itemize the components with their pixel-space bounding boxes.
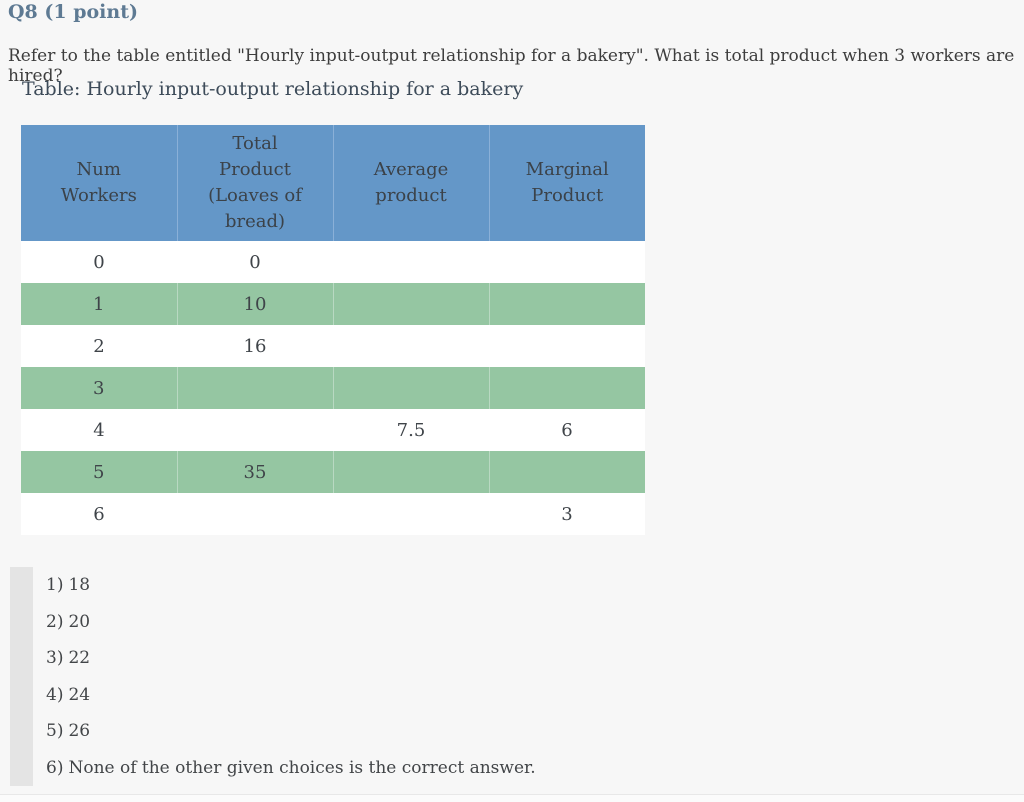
choice-number: 3) <box>46 648 64 668</box>
choice-number: 2) <box>46 611 64 632</box>
answer-choice-4[interactable]: 4) 24 <box>46 677 1024 714</box>
cell-total-product <box>177 493 333 535</box>
choice-text: 24 <box>68 684 91 705</box>
cell-total-product <box>177 409 333 451</box>
cell-workers: 4 <box>21 409 177 451</box>
cell-average-product <box>332 283 489 325</box>
choice-text: 22 <box>68 648 91 668</box>
column-header-total-product: Total Product (Loaves of bread) <box>176 125 333 241</box>
cell-marginal-product <box>488 451 645 493</box>
content-bottom-divider <box>0 794 1024 802</box>
choice-text: 20 <box>68 611 91 632</box>
cell-total-product: 35 <box>176 451 333 493</box>
answer-choices-indicator-bar <box>10 567 33 786</box>
table-row: 2 16 <box>21 325 645 367</box>
question-text: Refer to the table entitled "Hourly inpu… <box>8 46 1015 86</box>
cell-marginal-product <box>488 283 645 325</box>
choice-number: 1) <box>46 575 64 595</box>
choice-number: 4) <box>46 684 64 705</box>
column-header-num-workers: Num Workers <box>21 125 177 241</box>
cell-marginal-product <box>489 241 645 283</box>
cell-workers: 5 <box>21 451 177 493</box>
choice-text: None of the other given choices is the c… <box>68 757 536 778</box>
answer-choice-2[interactable]: 2) 20 <box>46 604 1024 641</box>
answer-choice-5[interactable]: 5) 26 <box>46 713 1024 750</box>
cell-average-product: 7.5 <box>333 409 489 451</box>
cell-workers: 0 <box>21 241 177 283</box>
answer-choice-6[interactable]: 6) None of the other given choices is the… <box>46 750 1024 787</box>
cell-average-product <box>333 241 489 283</box>
table-row: 0 0 <box>21 241 645 283</box>
table-header-row: Num Workers Total Product (Loaves of bre… <box>21 125 645 241</box>
cell-marginal-product <box>489 325 645 367</box>
column-header-average-product: Average product <box>332 125 489 241</box>
cell-average-product <box>332 451 489 493</box>
answer-choice-3[interactable]: 3) 22 <box>46 640 1024 677</box>
cell-total-product: 10 <box>176 283 333 325</box>
cell-workers: 3 <box>21 367 177 409</box>
question-number-heading: Q8 (1 point) <box>8 1 138 23</box>
choice-text: 26 <box>68 721 91 741</box>
cell-total-product: 16 <box>177 325 333 367</box>
cell-marginal-product <box>488 367 645 409</box>
cell-total-product <box>176 367 333 409</box>
table-row: 1 10 <box>21 283 645 325</box>
table-row: 5 35 <box>21 451 645 493</box>
table-title: Table: Hourly input-output relationship … <box>22 78 524 100</box>
cell-average-product <box>333 325 489 367</box>
choice-number: 6) <box>46 757 64 778</box>
cell-total-product: 0 <box>177 241 333 283</box>
answer-choices-list: 1) 18 2) 20 3) 22 4) 24 5) 26 6) None of the o… <box>0 567 1024 786</box>
table-row: 6 3 <box>21 493 645 535</box>
answer-choice-1[interactable]: 1) 18 <box>46 567 1024 604</box>
cell-marginal-product: 6 <box>489 409 645 451</box>
cell-average-product <box>333 493 489 535</box>
input-output-table: Num Workers Total Product (Loaves of bre… <box>21 125 645 535</box>
cell-workers: 6 <box>21 493 177 535</box>
column-header-marginal-product: Marginal Product <box>488 125 645 241</box>
cell-average-product <box>332 367 489 409</box>
table-row: 3 <box>21 367 645 409</box>
cell-workers: 2 <box>21 325 177 367</box>
choice-text: 18 <box>68 575 91 595</box>
cell-workers: 1 <box>21 283 177 325</box>
choice-number: 5) <box>46 721 64 741</box>
cell-marginal-product: 3 <box>489 493 645 535</box>
table-row: 4 7.5 6 <box>21 409 645 451</box>
